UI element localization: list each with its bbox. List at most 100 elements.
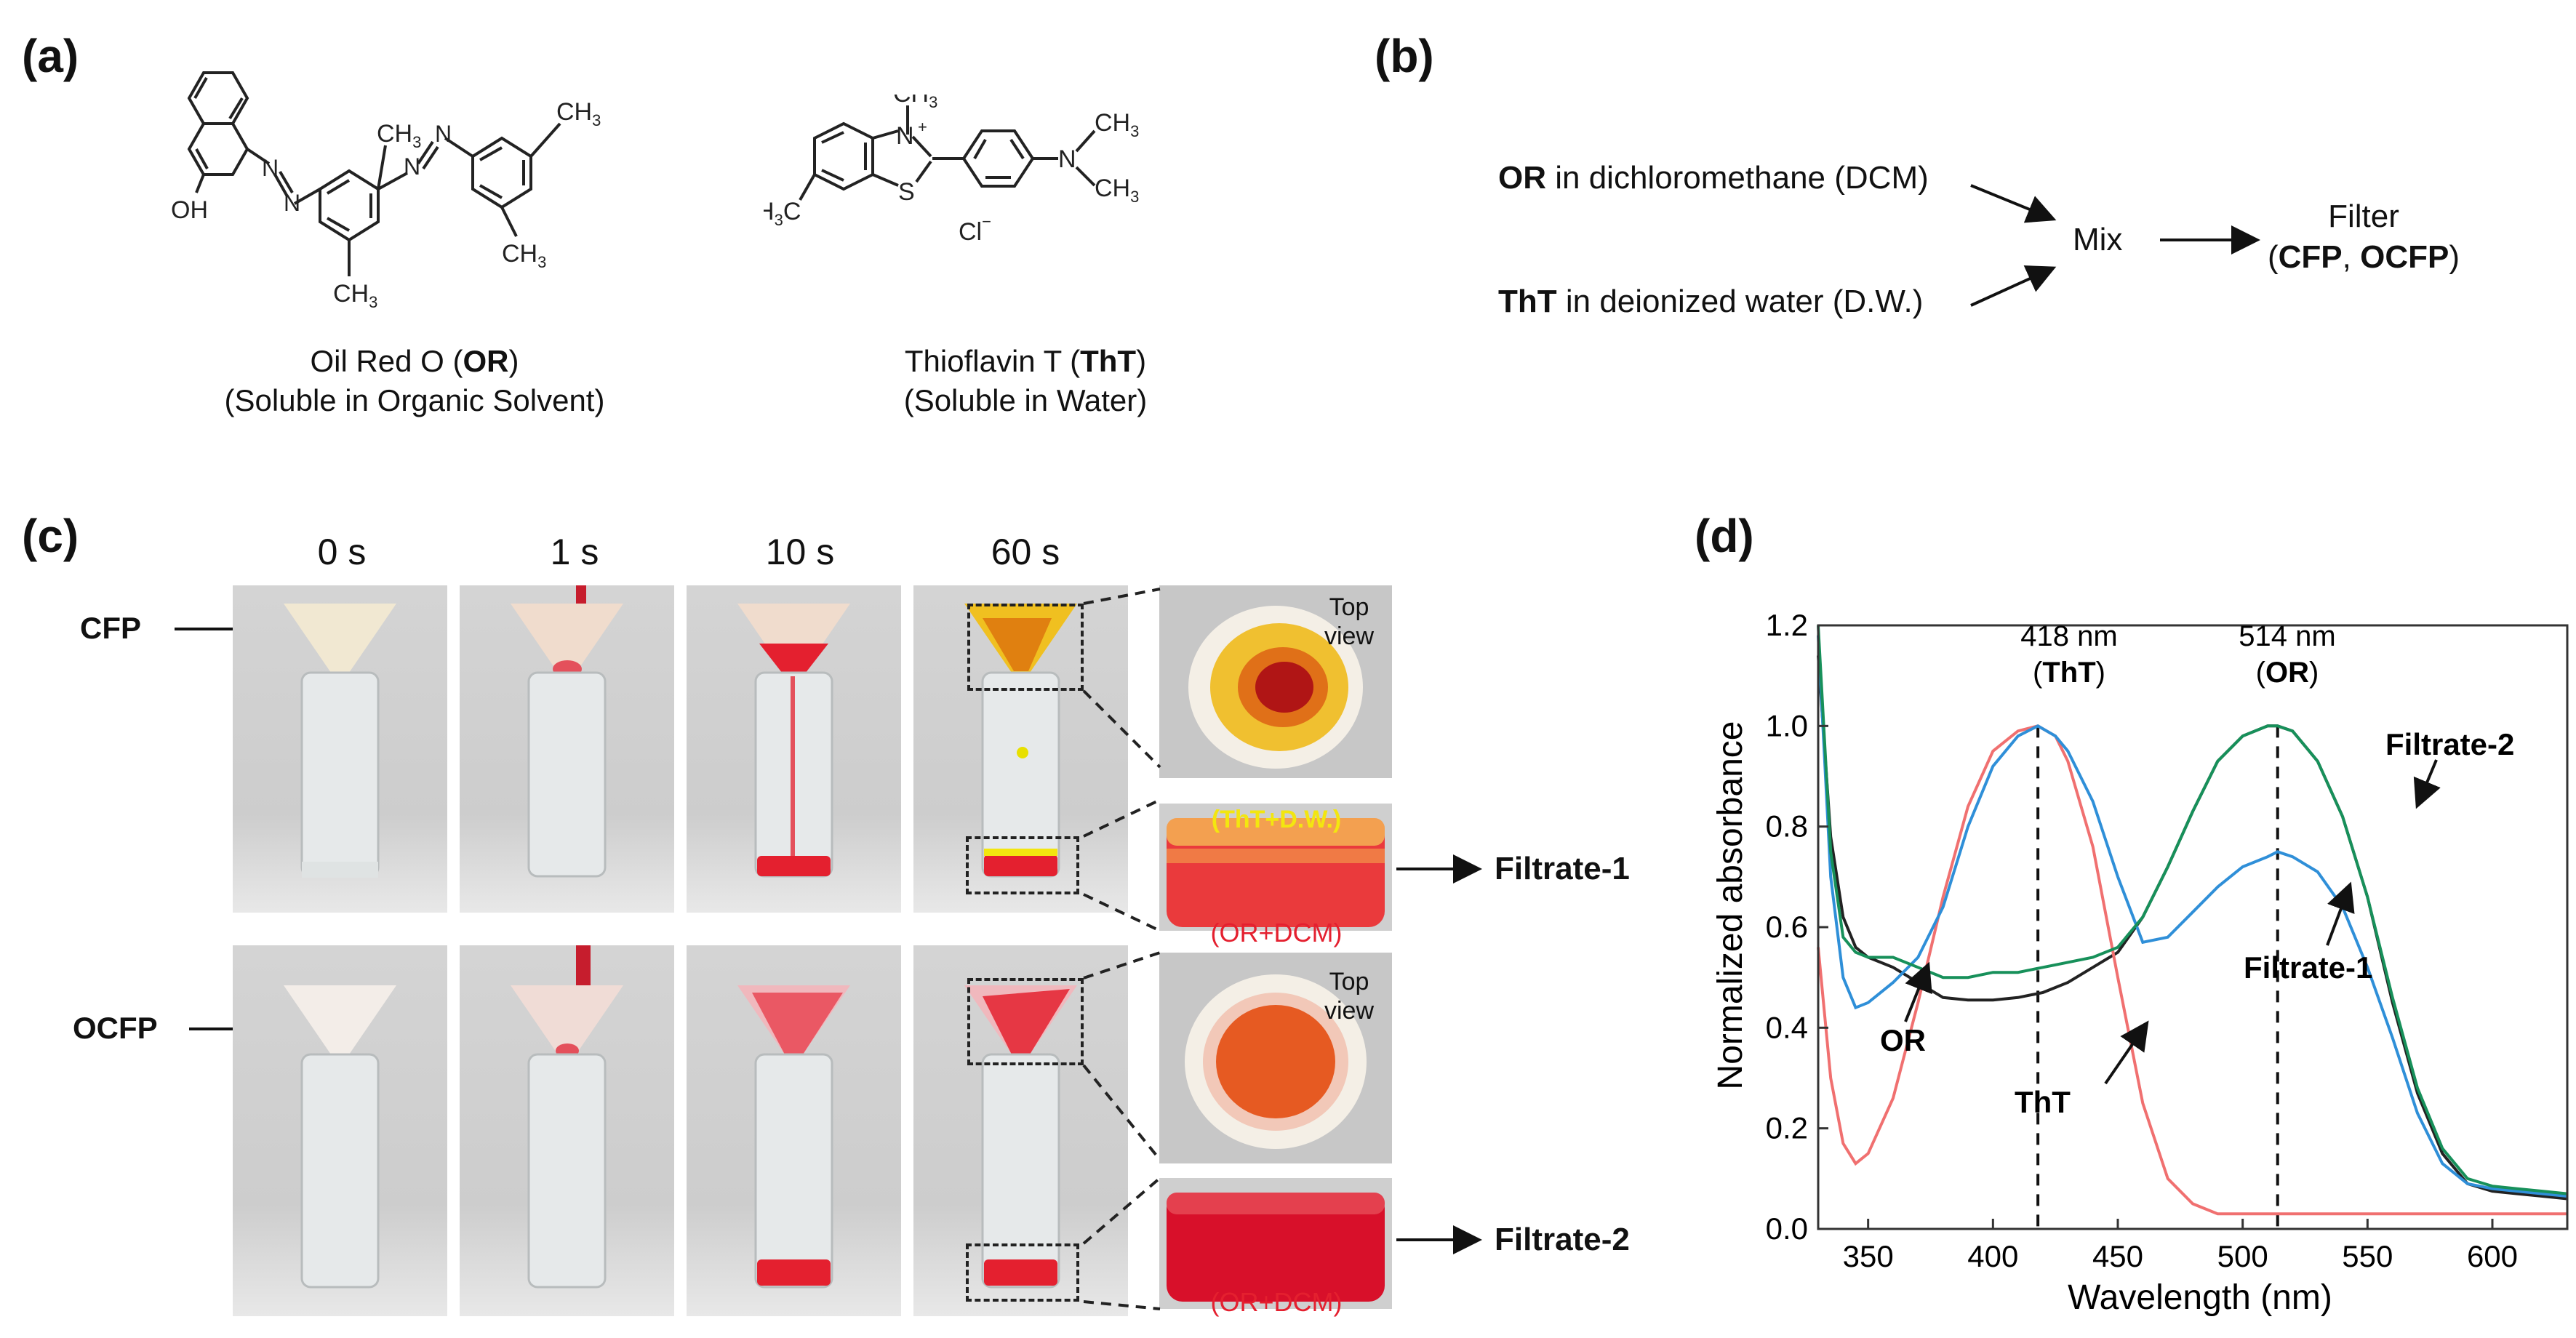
top-view-label: Top view [1324,593,1375,650]
svg-text:CH3: CH3 [333,280,377,311]
y-tick-label: 0.0 [1766,1211,1808,1246]
svg-text:N: N [1058,145,1076,173]
svg-text:CH3: CH3 [893,95,937,111]
annotation-or: OR [1880,1023,1926,1057]
methyl-group: CH [1095,175,1130,202]
cfp-top-view-photo [1159,585,1392,778]
or-dcm-label-2: (OR+DCM) [1210,1287,1343,1317]
svg-text:OH: OH [171,196,208,224]
methyl-group: CH [1095,109,1130,137]
y-axis-label: Normalized absorbance [1711,721,1750,1090]
x-tick-label: 350 [1843,1239,1894,1273]
thioflavin-t-caption: Thioflavin T (ThT) (Soluble in Water) [903,344,1148,417]
svg-text:CH3: CH3 [377,120,421,151]
photo-cfp-60s [913,585,1128,913]
chloride-ion: Cl [959,218,982,246]
peak-label-or-nm: 514 nm [2239,620,2335,652]
svg-text:CH3: CH3 [1095,109,1139,140]
annotation-filtrate-2: Filtrate-2 [2385,727,2514,761]
y-tick-label: 1.2 [1766,608,1808,642]
x-tick-label: 600 [2467,1239,2518,1273]
svg-text:+: + [918,118,927,136]
atom-n: N [435,121,452,147]
mix-text: Mix [2073,222,2123,257]
peak-label-tht: (ThT) [2033,657,2105,689]
atom-n: N [404,153,420,180]
top-view-label: Top view [1324,968,1375,1025]
filtrate-2-photo [1159,1178,1392,1309]
svg-text:CH3: CH3 [1095,175,1139,206]
time-label-1s: 1 s [550,532,599,572]
atom-s: S [898,178,915,206]
methyl-group: CH [377,120,412,148]
x-axis-label: Wavelength (nm) [2068,1278,2332,1317]
ocfp-top-view-photo [1159,953,1392,1163]
methyl-group: CH [893,95,929,108]
time-label-60s: 60 s [991,532,1060,572]
charge-minus: − [982,212,991,231]
series-line-filtrate-2 [1817,625,2568,1195]
photo-ocfp-0s [233,945,447,1316]
time-label-10s: 10 s [765,532,835,572]
pointer-arrow [2413,759,2441,809]
tht-dw-label: (ThT+D.W.) [1211,806,1342,833]
methyl-group: CH [333,280,369,308]
series-line-filtrate-1 [1817,635,2568,1198]
ocfp-funnel-highlight [967,978,1084,1065]
or-in-dcm-text: OR in dichloromethane (DCM) [1498,160,1929,196]
panel-b-label: (b) [1375,30,1434,82]
pointer-arrow [1904,961,1932,1022]
svg-text:N: N [404,153,420,180]
svg-text:H3C: H3C [764,198,801,229]
svg-text:N: N [896,122,914,150]
svg-text:Cl−: Cl− [959,212,991,246]
peak-label-or: (OR) [2256,657,2319,689]
subscript-3: 3 [1130,188,1139,206]
absorbance-spectrum-chart: 350 400 450 500 550 6000.00.20.40.60.81.01.2 … [1711,608,2569,1317]
photo-ocfp-60s [913,945,1128,1316]
series-line-tht [1817,724,2567,1216]
x-tick-label: 400 [1967,1239,2018,1273]
subscript-3: 3 [1130,122,1139,140]
svg-text:CH3: CH3 [556,98,601,129]
y-tick-label: 0.8 [1766,809,1808,844]
photo-cfp-10s [687,585,901,913]
methyl-h3: H [764,198,775,225]
filtrate-2-label: Filtrate-2 [1495,1222,1630,1257]
oil-red-o-caption: Oil Red O (OR) (Soluble in Organic Solve… [224,344,605,417]
pointer-arrow [2104,1020,2149,1085]
panel-c-label: (c) [22,510,79,562]
methyl-group: CH [556,98,592,126]
subscript-3: 3 [592,111,601,129]
photo-ocfp-10s [687,945,901,1316]
y-tick-label: 0.6 [1766,910,1808,944]
thioflavin-t-structure: N + S N CH3 CH3 CH3 H3C Cl− [764,95,1139,246]
photo-cfp-0s [233,585,447,913]
x-tick-label: 550 [2342,1239,2393,1273]
svg-text:N: N [262,155,279,181]
svg-text:CH3: CH3 [502,240,546,271]
photo-ocfp-1s [460,945,674,1316]
cfp-funnel-highlight [967,604,1084,691]
time-label-0s: 0 s [317,532,367,572]
or-dcm-label-1: (OR+DCM) [1210,918,1343,948]
panel-a-label: (a) [22,30,79,82]
subscript-3: 3 [537,253,546,271]
svg-text:S: S [898,178,915,206]
cfp-label: CFP [80,611,141,645]
panel-d-label: (d) [1695,510,1754,562]
zoom-connectors [1082,588,1482,1310]
y-tick-label: 0.2 [1766,1111,1808,1145]
svg-text:N: N [284,190,300,216]
filtrate-1-label: Filtrate-1 [1495,851,1630,886]
atom-n: N [284,190,300,216]
oil-red-o-structure: OH N N N N CH3 CH3 CH3 CH3 [171,71,601,311]
atom-n: N [896,122,914,150]
ocfp-filtrate-highlight [966,1243,1079,1302]
y-tick-label: 1.0 [1766,708,1808,742]
x-tick-label: 450 [2092,1239,2143,1273]
subscript-3: 3 [369,293,377,311]
photo-cfp-1s [460,585,674,913]
subscript-3: 3 [412,133,421,151]
filtrate-1-photo [1159,804,1392,931]
